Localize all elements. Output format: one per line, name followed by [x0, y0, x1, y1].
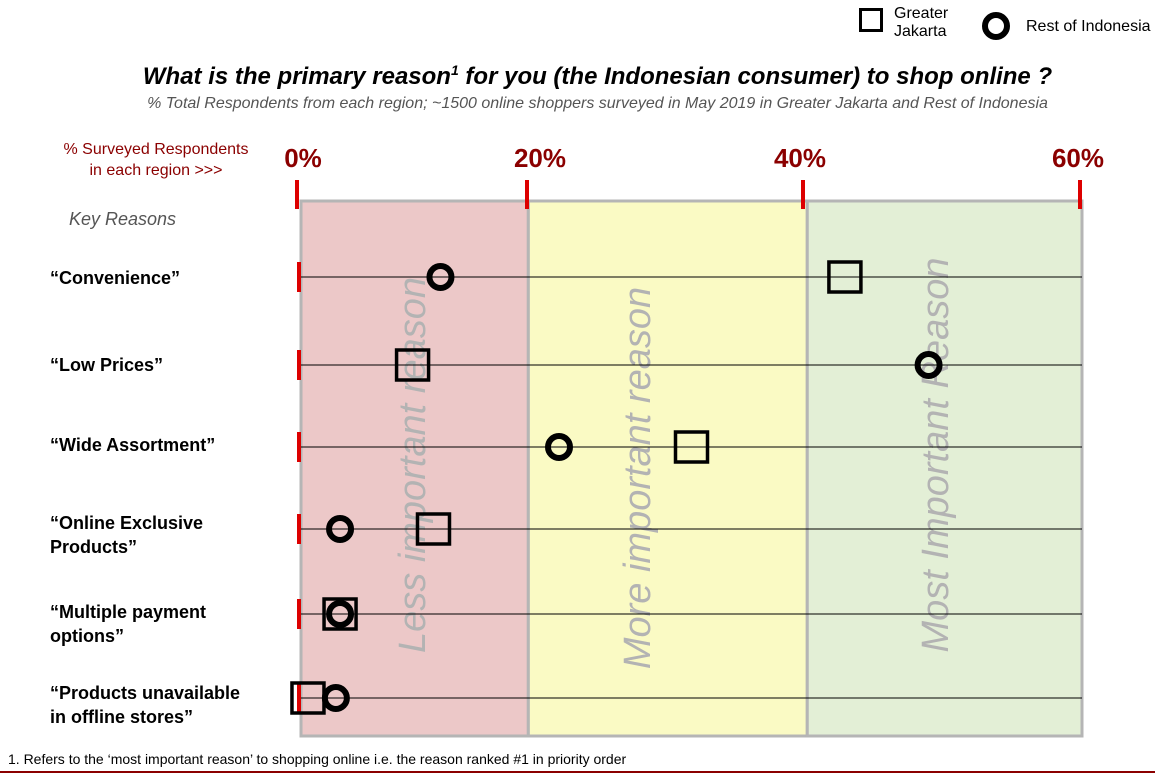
x-axis-label: % Surveyed Respondents in each region >>…: [30, 139, 282, 181]
category-label-line2: in offline stores”: [50, 707, 194, 727]
band-less-important-label: Less important reason: [392, 277, 434, 653]
x-axis-label-line1: % Surveyed Respondents: [63, 141, 249, 158]
x-tick-label: 0%: [284, 143, 322, 173]
category-label-line1: “Online Exclusive: [50, 513, 204, 533]
x-axis-label-line2: in each region >>>: [89, 162, 223, 179]
legend-greater-jakarta-line2: Jakarta: [894, 23, 947, 40]
legend-square-marker: [859, 8, 883, 32]
chart-title-footnote-mark: 1: [450, 62, 459, 78]
rest-of-indonesia-point: [914, 351, 943, 379]
category-label-line1: “Wide Assortment”: [50, 435, 216, 455]
category-label-line1: “Multiple payment: [50, 602, 207, 622]
category-label-line1: “Low Prices”: [50, 355, 164, 375]
rest-of-indonesia-point: [321, 684, 350, 712]
rest-of-indonesia-point: [545, 433, 574, 461]
category-label-products-unavailable: “Products unavailable in offline stores”: [50, 681, 240, 729]
category-label-wide-assortment: “Wide Assortment”: [50, 433, 215, 457]
legend-greater-jakarta-line1: Greater: [894, 5, 949, 22]
greater-jakarta-point: [394, 348, 431, 382]
category-label-multiple-payment: “Multiple payment options”: [50, 600, 206, 648]
greater-jakarta-point: [673, 430, 710, 464]
greater-jakarta-point: [827, 260, 863, 294]
greater-jakarta-point: [322, 597, 358, 631]
category-label-line1: “Convenience”: [50, 268, 181, 288]
category-label-line2: Products”: [50, 537, 138, 557]
greater-jakarta-point: [415, 512, 452, 546]
legend-circle-marker: [982, 12, 1010, 40]
x-tick-label: 20%: [513, 143, 567, 173]
legend: Greater Jakarta Rest of Indonesia: [855, 4, 1155, 44]
band-most-important-label: Most Important Reason: [915, 258, 957, 653]
rest-of-indonesia-point: [326, 600, 355, 628]
y-axis-label: Key Reasons: [69, 209, 177, 229]
category-label-convenience: “Convenience”: [50, 266, 180, 290]
chart-title: What is the primary reason1 for you (the…: [0, 62, 1155, 91]
category-label-line2: options”: [50, 626, 124, 646]
category-label-low-prices: “Low Prices”: [50, 353, 163, 377]
x-tick-label: 60%: [1051, 143, 1105, 173]
band-more-important: [526, 199, 809, 738]
legend-rest-of-indonesia: Rest of Indonesia: [1026, 18, 1151, 35]
category-label-line1: “Products unavailable: [50, 683, 241, 703]
x-tick-label: 40%: [773, 143, 827, 173]
band-less-important: [299, 199, 530, 738]
footnote: 1. Refers to the ‘most important reason’…: [8, 751, 627, 767]
chart-subtitle: % Total Respondents from each region; ~1…: [147, 95, 1048, 112]
category-label-online-exclusive: “Online Exclusive Products”: [50, 511, 203, 559]
rest-of-indonesia-point: [426, 263, 455, 291]
band-more-important-label: More important reason: [617, 287, 659, 669]
footnote-divider: [0, 771, 1155, 773]
legend-greater-jakarta: Greater Jakarta: [894, 5, 948, 41]
band-most-important: [805, 199, 1084, 738]
rest-of-indonesia-point: [326, 515, 355, 543]
chart-title-main: What is the primary reason: [142, 63, 451, 90]
chart-title-rest: for you (the Indonesian consumer) to sho…: [458, 63, 1053, 90]
